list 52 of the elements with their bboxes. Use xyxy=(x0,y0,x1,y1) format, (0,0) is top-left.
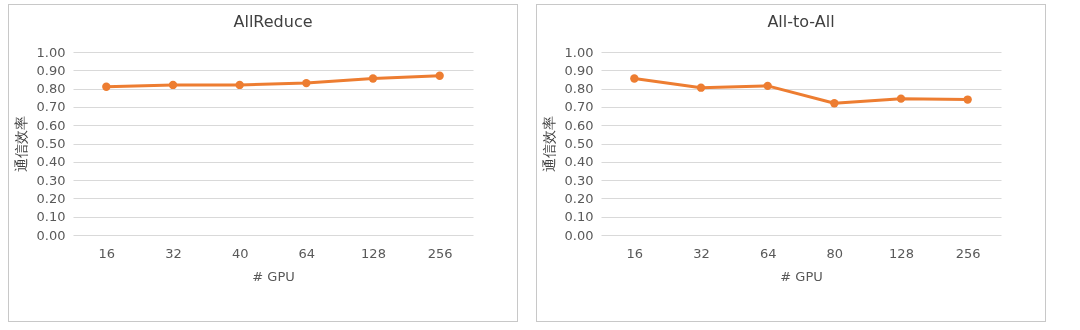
y-tick-label: 0.30 xyxy=(36,172,66,188)
y-tick-label: 1.00 xyxy=(36,44,66,60)
x-tick-label: 32 xyxy=(693,245,710,261)
x-tick-label: 128 xyxy=(361,245,386,261)
y-tick-label: 0.70 xyxy=(36,99,66,115)
point xyxy=(630,74,639,83)
x-tick-label: 64 xyxy=(298,245,316,261)
x-tick-label: 32 xyxy=(165,245,182,261)
point xyxy=(168,80,178,90)
x-tick-label: 80 xyxy=(826,245,844,261)
y-tick-label: 0.80 xyxy=(36,81,66,97)
x-axis-title: # GPU xyxy=(252,268,295,284)
y-tick-label: 0.40 xyxy=(564,154,594,170)
y-tick-label: 0.20 xyxy=(36,190,66,206)
y-tick-label: 0.20 xyxy=(564,190,594,206)
x-tick-label: 16 xyxy=(626,245,644,261)
y-tick-label: 0.10 xyxy=(36,209,66,225)
chart-title: AllReduce xyxy=(233,12,313,31)
point xyxy=(435,71,444,80)
y-tick-label: 0.30 xyxy=(564,172,594,188)
y-tick-label: 0.40 xyxy=(36,154,66,170)
point xyxy=(830,99,839,108)
y-tick-label: 0.80 xyxy=(564,81,594,97)
y-tick-label: 0.90 xyxy=(564,62,594,78)
x-tick-label: 128 xyxy=(889,245,914,261)
y-tick-label: 0.00 xyxy=(36,227,66,243)
x-tick-label: 64 xyxy=(759,245,777,261)
x-tick-label: 16 xyxy=(98,245,116,261)
chart-title: All-to-All xyxy=(767,12,835,31)
y-tick-label: 0.60 xyxy=(564,117,594,133)
x-tick-label: 256 xyxy=(427,245,453,261)
y-axis-title: 通信效率 xyxy=(540,116,557,172)
point xyxy=(102,82,111,91)
y-tick-label: 0.90 xyxy=(36,62,66,78)
point xyxy=(235,80,244,90)
y-tick-label: 1.00 xyxy=(564,44,594,60)
point xyxy=(763,81,772,91)
y-tick-label: 0.00 xyxy=(564,227,594,243)
point xyxy=(896,94,906,103)
y-tick-label: 0.50 xyxy=(564,136,594,151)
y-tick-label: 0.50 xyxy=(36,136,66,151)
y-axis-title: 通信效率 xyxy=(12,116,29,172)
point xyxy=(963,95,972,104)
point xyxy=(368,74,378,83)
y-tick-label: 0.70 xyxy=(564,99,594,115)
x-tick-label: 256 xyxy=(955,245,981,261)
x-axis-title: # GPU xyxy=(780,268,823,284)
y-tick-label: 0.10 xyxy=(564,209,594,225)
x-tick-label: 40 xyxy=(231,245,249,261)
point xyxy=(696,83,706,92)
y-tick-label: 0.60 xyxy=(36,117,66,133)
point xyxy=(302,78,311,88)
